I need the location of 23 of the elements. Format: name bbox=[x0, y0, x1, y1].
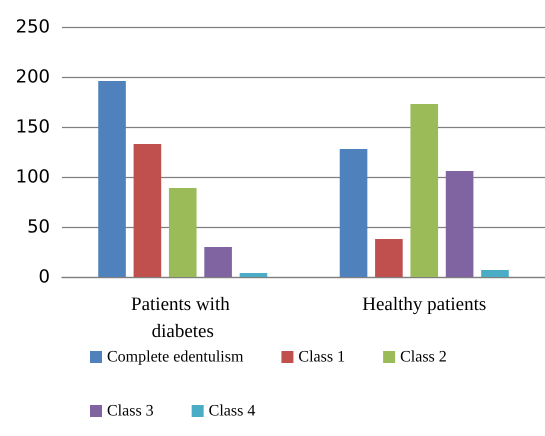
y-tick-label: 200 bbox=[16, 66, 50, 88]
y-tick-label: 50 bbox=[27, 216, 50, 238]
bar bbox=[98, 81, 126, 277]
bar bbox=[481, 270, 509, 277]
bar bbox=[204, 247, 232, 277]
bar bbox=[240, 273, 268, 277]
legend-label: Class 2 bbox=[400, 348, 447, 366]
bar bbox=[134, 144, 162, 277]
y-tick-label: 150 bbox=[16, 116, 50, 138]
x-tick-label: Patients with diabetes bbox=[131, 294, 234, 342]
legend-label: Class 4 bbox=[208, 402, 256, 420]
y-tick-label: 0 bbox=[38, 266, 50, 288]
legend-label: Class 1 bbox=[298, 348, 346, 366]
bar bbox=[340, 149, 368, 277]
y-tick-label: 100 bbox=[16, 166, 50, 188]
bar bbox=[375, 239, 403, 277]
bar bbox=[168, 188, 197, 277]
y-tick-label: 250 bbox=[16, 16, 50, 38]
bar bbox=[410, 104, 438, 277]
bar bbox=[446, 171, 474, 277]
legend-label: Class 3 bbox=[107, 402, 154, 420]
x-tick-label: Healthy patients bbox=[362, 294, 486, 315]
legend-label: Complete edentulism bbox=[107, 348, 244, 366]
